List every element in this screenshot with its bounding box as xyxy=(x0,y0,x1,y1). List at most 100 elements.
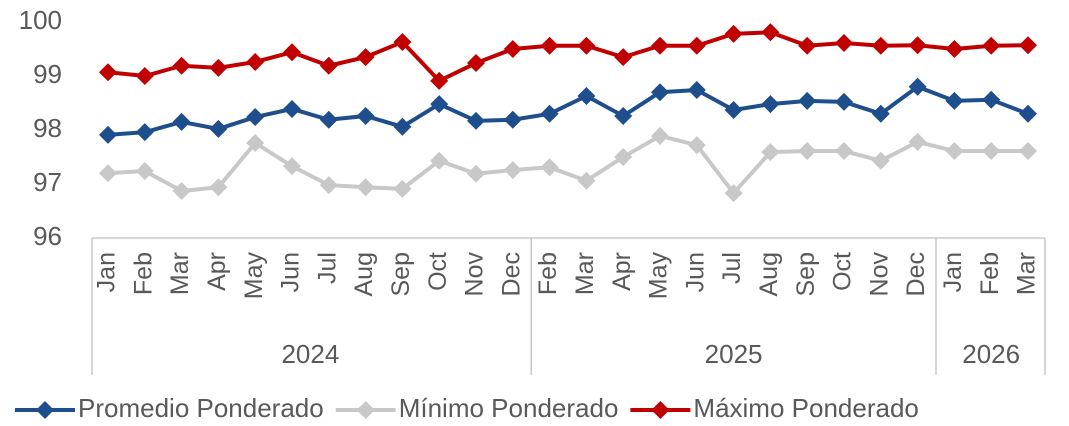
point xyxy=(467,164,485,183)
x-tick-label: Oct xyxy=(424,252,452,291)
point xyxy=(356,48,375,67)
x-tick-label: Aug xyxy=(350,252,378,296)
x-tick-label: Mar xyxy=(166,252,194,295)
point xyxy=(135,162,154,181)
legend-marker xyxy=(356,401,375,419)
legend-label: Mínimo Ponderado xyxy=(399,393,619,423)
point xyxy=(99,63,117,82)
x-tick-label: Apr xyxy=(608,252,636,291)
y-tick-label: 98 xyxy=(33,113,62,143)
point xyxy=(99,125,117,144)
point xyxy=(687,36,706,55)
x-tick-label: Jan xyxy=(93,252,121,292)
point xyxy=(1019,142,1037,161)
point xyxy=(908,132,927,151)
point xyxy=(99,164,117,183)
point xyxy=(577,36,596,55)
point xyxy=(209,119,228,138)
x-tick-label: Feb xyxy=(129,252,157,295)
point xyxy=(945,40,964,58)
point xyxy=(283,99,301,118)
point xyxy=(283,43,301,62)
point xyxy=(835,34,853,53)
point xyxy=(356,106,375,125)
point xyxy=(319,110,338,129)
point xyxy=(724,184,743,203)
point xyxy=(430,95,449,114)
point xyxy=(246,133,265,152)
point xyxy=(172,56,191,75)
point xyxy=(908,77,927,96)
x-tick-label: Apr xyxy=(203,252,231,291)
point xyxy=(540,36,559,55)
point xyxy=(835,142,853,161)
point xyxy=(209,178,228,197)
group-label: 2026 xyxy=(962,339,1020,369)
x-tick-label: Sep xyxy=(792,252,820,296)
point xyxy=(614,148,633,166)
point xyxy=(246,108,265,127)
y-tick-label: 99 xyxy=(33,59,62,89)
x-tick-label: Jun xyxy=(681,252,709,292)
point xyxy=(761,143,780,162)
point xyxy=(393,117,412,136)
point xyxy=(835,92,853,111)
point xyxy=(430,151,449,170)
point xyxy=(246,52,265,71)
point xyxy=(540,104,559,123)
x-tick-label: May xyxy=(240,252,268,300)
x-tick-label: Aug xyxy=(755,252,783,296)
point xyxy=(871,36,890,55)
point xyxy=(503,160,522,179)
point xyxy=(798,36,817,55)
x-tick-label: Mar xyxy=(1013,252,1041,295)
series-line xyxy=(107,84,1029,137)
point xyxy=(319,176,338,195)
point xyxy=(135,123,154,142)
legend-marker xyxy=(651,401,670,419)
x-tick-label: Oct xyxy=(829,252,857,291)
point xyxy=(356,178,375,197)
point xyxy=(1019,36,1037,55)
point xyxy=(1019,104,1037,123)
point xyxy=(172,182,191,201)
x-tick-label: Feb xyxy=(976,252,1004,295)
point xyxy=(982,36,1001,55)
point xyxy=(540,158,559,177)
point xyxy=(393,179,412,198)
x-tick-label: Jan xyxy=(939,252,967,292)
point xyxy=(687,136,706,155)
x-tick-label: Jul xyxy=(718,252,746,284)
point xyxy=(724,24,743,43)
point xyxy=(577,86,596,105)
point xyxy=(467,111,485,130)
x-tick-label: Sep xyxy=(387,252,415,296)
point xyxy=(908,36,927,55)
point xyxy=(209,58,228,77)
group-label: 2025 xyxy=(705,339,763,369)
point xyxy=(283,157,301,176)
point xyxy=(871,151,890,170)
point xyxy=(503,40,522,58)
y-tick-label: 97 xyxy=(33,167,62,197)
point xyxy=(430,71,449,90)
x-tick-label: Mar xyxy=(571,252,599,295)
point xyxy=(982,142,1001,161)
series-line xyxy=(107,133,1028,197)
x-tick-label: Dec xyxy=(497,252,525,296)
legend-label: Máximo Ponderado xyxy=(693,393,918,423)
x-tick-label: Jun xyxy=(277,252,305,292)
point xyxy=(982,90,1001,109)
point xyxy=(614,106,633,125)
point xyxy=(761,95,780,114)
x-tick-label: Jul xyxy=(313,252,341,284)
point xyxy=(945,91,964,110)
x-tick-label: Feb xyxy=(534,252,562,295)
point xyxy=(503,110,522,129)
legend-marker xyxy=(36,401,54,419)
group-label: 2024 xyxy=(281,339,339,369)
point xyxy=(798,142,817,161)
point xyxy=(687,81,706,100)
x-tick-label: May xyxy=(645,252,673,300)
